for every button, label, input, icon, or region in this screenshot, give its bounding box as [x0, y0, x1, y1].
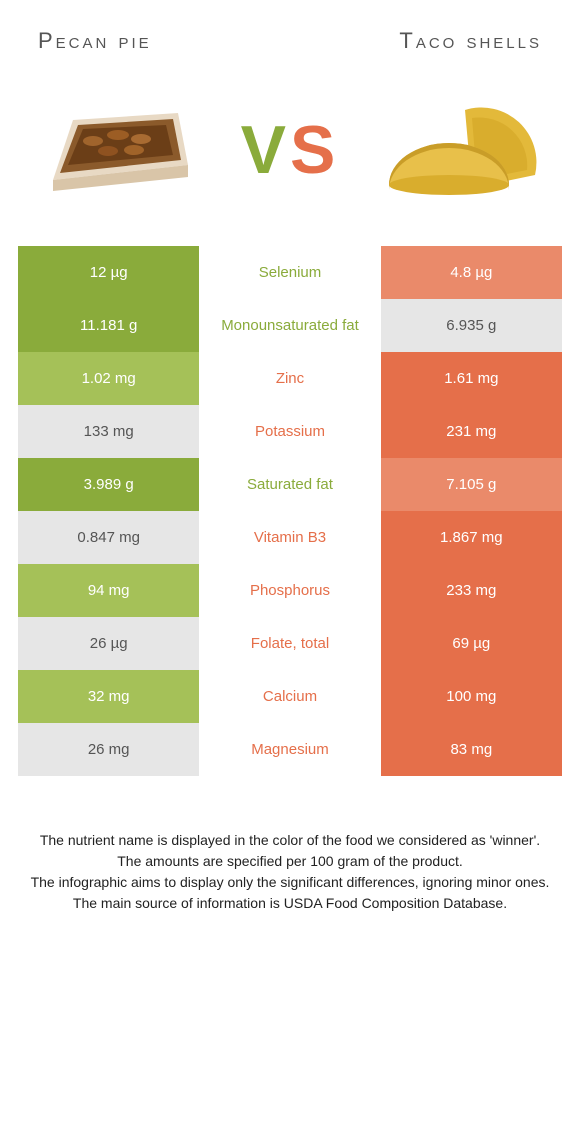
- table-row: 32 mgCalcium100 mg: [18, 670, 562, 723]
- footnote-line: The nutrient name is displayed in the co…: [28, 830, 552, 851]
- value-a: 26 µg: [18, 617, 199, 670]
- title-row: Pecan pie Taco shells: [18, 20, 562, 80]
- value-b: 100 mg: [381, 670, 562, 723]
- value-a: 3.989 g: [18, 458, 199, 511]
- nutrient-label: Magnesium: [199, 723, 380, 776]
- table-row: 3.989 gSaturated fat7.105 g: [18, 458, 562, 511]
- vs-label: VS: [241, 111, 340, 189]
- footnotes: The nutrient name is displayed in the co…: [18, 776, 562, 914]
- value-b: 6.935 g: [381, 299, 562, 352]
- nutrient-label: Selenium: [199, 246, 380, 299]
- table-row: 94 mgPhosphorus233 mg: [18, 564, 562, 617]
- value-b: 69 µg: [381, 617, 562, 670]
- comparison-table: 12 µgSelenium4.8 µg11.181 gMonounsaturat…: [18, 246, 562, 776]
- value-b: 1.61 mg: [381, 352, 562, 405]
- nutrient-label: Phosphorus: [199, 564, 380, 617]
- table-row: 26 µgFolate, total69 µg: [18, 617, 562, 670]
- nutrient-label: Potassium: [199, 405, 380, 458]
- nutrient-label: Monounsaturated fat: [199, 299, 380, 352]
- food-b-title: Taco shells: [399, 28, 542, 54]
- footnote-line: The infographic aims to display only the…: [28, 872, 552, 893]
- food-b-image: [377, 90, 542, 210]
- nutrient-label: Saturated fat: [199, 458, 380, 511]
- nutrient-label: Vitamin B3: [199, 511, 380, 564]
- value-b: 4.8 µg: [381, 246, 562, 299]
- food-a-title: Pecan pie: [38, 28, 152, 54]
- footnote-line: The main source of information is USDA F…: [28, 893, 552, 914]
- value-a: 94 mg: [18, 564, 199, 617]
- value-a: 12 µg: [18, 246, 199, 299]
- value-a: 1.02 mg: [18, 352, 199, 405]
- hero-row: VS: [18, 80, 562, 246]
- value-b: 231 mg: [381, 405, 562, 458]
- table-row: 11.181 gMonounsaturated fat6.935 g: [18, 299, 562, 352]
- nutrient-label: Folate, total: [199, 617, 380, 670]
- footnote-line: The amounts are specified per 100 gram o…: [28, 851, 552, 872]
- value-a: 11.181 g: [18, 299, 199, 352]
- value-a: 133 mg: [18, 405, 199, 458]
- table-row: 133 mgPotassium231 mg: [18, 405, 562, 458]
- value-a: 26 mg: [18, 723, 199, 776]
- value-b: 7.105 g: [381, 458, 562, 511]
- table-row: 26 mgMagnesium83 mg: [18, 723, 562, 776]
- value-b: 1.867 mg: [381, 511, 562, 564]
- nutrient-label: Calcium: [199, 670, 380, 723]
- vs-v: V: [241, 112, 290, 188]
- vs-s: S: [290, 112, 339, 188]
- value-a: 32 mg: [18, 670, 199, 723]
- nutrient-label: Zinc: [199, 352, 380, 405]
- value-a: 0.847 mg: [18, 511, 199, 564]
- table-row: 12 µgSelenium4.8 µg: [18, 246, 562, 299]
- value-b: 233 mg: [381, 564, 562, 617]
- table-row: 0.847 mgVitamin B31.867 mg: [18, 511, 562, 564]
- value-b: 83 mg: [381, 723, 562, 776]
- food-a-image: [38, 90, 203, 210]
- table-row: 1.02 mgZinc1.61 mg: [18, 352, 562, 405]
